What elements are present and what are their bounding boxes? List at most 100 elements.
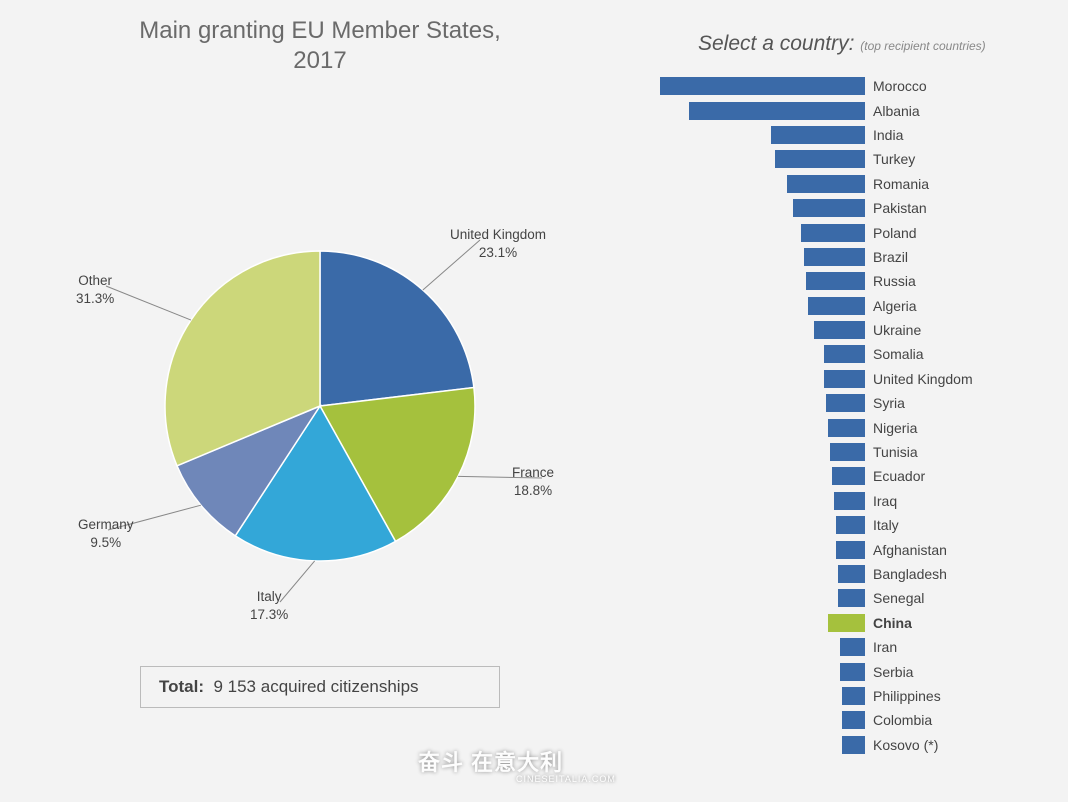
- bar-fill: [793, 199, 865, 217]
- bar-track: [660, 638, 865, 656]
- country-selector-title: Select a country: (top recipient countri…: [640, 32, 1060, 56]
- left-panel: Main granting EU Member States, 2017 Uni…: [0, 0, 640, 802]
- chart-title: Main granting EU Member States, 2017: [0, 16, 640, 76]
- country-bar-row[interactable]: Poland: [660, 220, 1060, 244]
- bar-track: [660, 492, 865, 510]
- country-label: Ukraine: [873, 322, 921, 338]
- bar-track: [660, 687, 865, 705]
- bar-fill: [842, 736, 865, 754]
- bar-fill: [771, 126, 865, 144]
- country-label: India: [873, 127, 903, 143]
- bar-fill: [834, 492, 865, 510]
- bar-track: [660, 199, 865, 217]
- pie-leader-line: [106, 286, 191, 320]
- country-label: Poland: [873, 225, 917, 241]
- bar-track: [660, 248, 865, 266]
- country-label: China: [873, 615, 912, 631]
- country-label: Philippines: [873, 688, 941, 704]
- country-bar-row[interactable]: Morocco: [660, 74, 1060, 98]
- country-label: Russia: [873, 273, 916, 289]
- right-panel: Select a country: (top recipient countri…: [640, 0, 1060, 802]
- bar-fill: [842, 711, 865, 729]
- country-bar-row[interactable]: Syria: [660, 391, 1060, 415]
- country-bar-row[interactable]: Algeria: [660, 294, 1060, 318]
- country-bar-row[interactable]: Brazil: [660, 245, 1060, 269]
- country-bar-row[interactable]: Russia: [660, 269, 1060, 293]
- country-bar-row[interactable]: Afghanistan: [660, 537, 1060, 561]
- bar-fill: [830, 443, 865, 461]
- country-label: Syria: [873, 395, 905, 411]
- pie-slice[interactable]: [320, 251, 474, 406]
- total-box: Total: 9 153 acquired citizenships: [140, 666, 500, 708]
- bar-fill: [824, 345, 865, 363]
- bar-fill: [832, 467, 865, 485]
- bar-fill: [787, 175, 865, 193]
- country-label: Brazil: [873, 249, 908, 265]
- country-bar-row[interactable]: United Kingdom: [660, 367, 1060, 391]
- country-label: Algeria: [873, 298, 917, 314]
- country-bar-row[interactable]: Pakistan: [660, 196, 1060, 220]
- bar-track: [660, 467, 865, 485]
- bar-track: [660, 175, 865, 193]
- country-label: Pakistan: [873, 200, 927, 216]
- country-bar-row[interactable]: Bangladesh: [660, 562, 1060, 586]
- bar-track: [660, 443, 865, 461]
- bar-track: [660, 541, 865, 559]
- bar-track: [660, 614, 865, 632]
- bar-fill: [689, 102, 865, 120]
- right-subtitle: (top recipient countries): [860, 39, 985, 53]
- country-label: Bangladesh: [873, 566, 947, 582]
- country-label: Tunisia: [873, 444, 918, 460]
- pie-leader-line: [108, 505, 201, 530]
- country-bar-row[interactable]: Italy: [660, 513, 1060, 537]
- bar-fill: [824, 370, 865, 388]
- country-label: Albania: [873, 103, 920, 119]
- country-bar-row[interactable]: Colombia: [660, 708, 1060, 732]
- bar-track: [660, 736, 865, 754]
- country-bar-row[interactable]: Tunisia: [660, 440, 1060, 464]
- country-bar-row[interactable]: Romania: [660, 172, 1060, 196]
- country-bar-row[interactable]: Iran: [660, 635, 1060, 659]
- country-bar-row[interactable]: Senegal: [660, 586, 1060, 610]
- country-bar-row[interactable]: Kosovo (*): [660, 733, 1060, 757]
- country-label: Somalia: [873, 346, 924, 362]
- bar-fill: [814, 321, 865, 339]
- title-line1: Main granting EU Member States,: [139, 17, 501, 44]
- bar-fill: [838, 589, 865, 607]
- bar-fill: [804, 248, 866, 266]
- bar-track: [660, 711, 865, 729]
- country-bar-row[interactable]: Ecuador: [660, 464, 1060, 488]
- country-bar-row[interactable]: Nigeria: [660, 415, 1060, 439]
- country-bar-list: Morocco Albania India TurkeyRomania Pakistan…: [640, 74, 1060, 757]
- country-bar-row[interactable]: China: [660, 611, 1060, 635]
- bar-fill: [808, 297, 865, 315]
- country-bar-row[interactable]: Albania: [660, 98, 1060, 122]
- bar-track: [660, 150, 865, 168]
- country-label: Kosovo (*): [873, 737, 938, 753]
- country-label: Italy: [873, 517, 899, 533]
- bar-fill: [660, 77, 865, 95]
- bar-track: [660, 663, 865, 681]
- bar-track: [660, 419, 865, 437]
- country-label: Senegal: [873, 590, 924, 606]
- country-bar-row[interactable]: Turkey: [660, 147, 1060, 171]
- bar-track: [660, 589, 865, 607]
- country-bar-row[interactable]: Iraq: [660, 489, 1060, 513]
- right-title-text: Select a country:: [698, 32, 854, 55]
- country-bar-row[interactable]: Serbia: [660, 659, 1060, 683]
- pie-slice-label: Other31.3%: [76, 272, 114, 307]
- pie-leader-line: [280, 561, 315, 602]
- country-bar-row[interactable]: India: [660, 123, 1060, 147]
- country-label: Colombia: [873, 712, 932, 728]
- country-bar-row[interactable]: Philippines: [660, 684, 1060, 708]
- country-bar-row[interactable]: Somalia: [660, 342, 1060, 366]
- country-label: Nigeria: [873, 420, 917, 436]
- bar-fill: [806, 272, 865, 290]
- bar-track: [660, 345, 865, 363]
- country-label: Iraq: [873, 493, 897, 509]
- bar-track: [660, 77, 865, 95]
- country-bar-row[interactable]: Ukraine: [660, 318, 1060, 342]
- bar-track: [660, 321, 865, 339]
- bar-fill: [836, 516, 865, 534]
- country-label: Iran: [873, 639, 897, 655]
